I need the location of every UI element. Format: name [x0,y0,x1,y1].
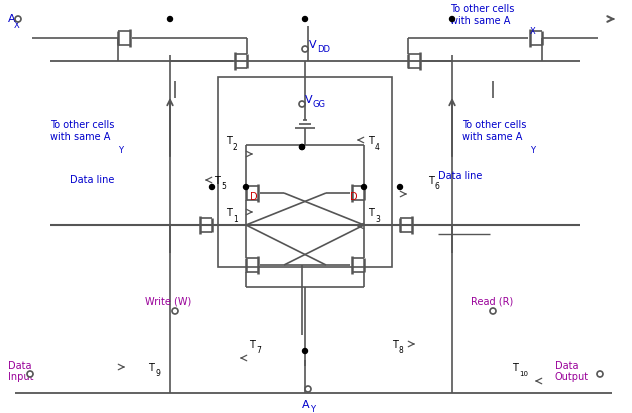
Circle shape [302,47,308,53]
Text: T: T [226,207,232,218]
Text: To other cells: To other cells [462,120,526,130]
Text: To other cells: To other cells [450,4,514,14]
Text: 3: 3 [375,214,380,223]
Text: DD: DD [317,45,330,54]
Text: D: D [250,192,258,202]
Circle shape [209,185,214,190]
Text: Input: Input [8,371,33,381]
Text: A: A [8,14,16,24]
Text: Data line: Data line [70,175,114,185]
Text: Y: Y [530,146,535,154]
Circle shape [303,349,308,354]
Text: 9: 9 [155,368,160,377]
Circle shape [305,386,311,392]
Circle shape [300,145,305,150]
Circle shape [449,17,454,22]
Text: with same A: with same A [462,132,523,142]
Text: 4: 4 [375,142,380,152]
Text: X: X [14,21,20,30]
Bar [218,78,392,267]
Text: Write (W): Write (W) [145,295,191,305]
Text: V: V [305,95,313,105]
Circle shape [300,145,305,150]
Text: 1: 1 [233,214,238,223]
Text: 2: 2 [233,142,238,152]
Text: T: T [148,362,154,372]
Text: T: T [392,339,398,349]
Text: Y: Y [118,146,123,154]
Text: Data line: Data line [438,171,482,180]
Text: T: T [249,339,255,349]
Text: GG: GG [313,100,326,109]
Text: T: T [368,136,374,146]
Text: T: T [368,207,374,218]
Circle shape [303,17,308,22]
Text: Read (R): Read (R) [471,295,513,305]
Text: Data: Data [8,360,32,370]
Circle shape [27,371,33,377]
Text: D: D [350,192,358,202]
Circle shape [167,17,173,22]
Text: with same A: with same A [50,132,111,142]
Circle shape [398,185,403,190]
Text: 8: 8 [399,345,404,354]
Text: V: V [309,40,317,50]
Text: with same A: with same A [450,16,511,26]
Circle shape [15,17,21,23]
Text: T: T [512,362,518,372]
Circle shape [597,371,603,377]
Text: T: T [214,176,220,185]
Circle shape [243,185,248,190]
Circle shape [299,102,305,108]
Circle shape [490,308,496,314]
Text: 7: 7 [256,345,261,354]
Circle shape [362,185,367,190]
Circle shape [172,308,178,314]
Text: Output: Output [555,371,589,381]
Text: To other cells: To other cells [50,120,114,130]
Text: A: A [302,399,310,409]
Text: 6: 6 [435,182,440,190]
Text: X: X [530,27,536,36]
Text: T: T [428,176,434,185]
Text: 10: 10 [519,370,528,376]
Text: Data: Data [555,360,578,370]
Text: Y: Y [310,404,315,413]
Text: 5: 5 [221,182,226,190]
Text: T: T [226,136,232,146]
